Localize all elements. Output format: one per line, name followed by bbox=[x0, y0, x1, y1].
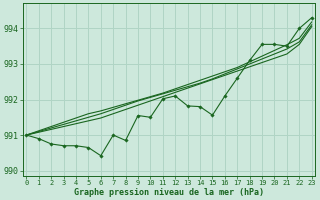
X-axis label: Graphe pression niveau de la mer (hPa): Graphe pression niveau de la mer (hPa) bbox=[74, 188, 264, 197]
